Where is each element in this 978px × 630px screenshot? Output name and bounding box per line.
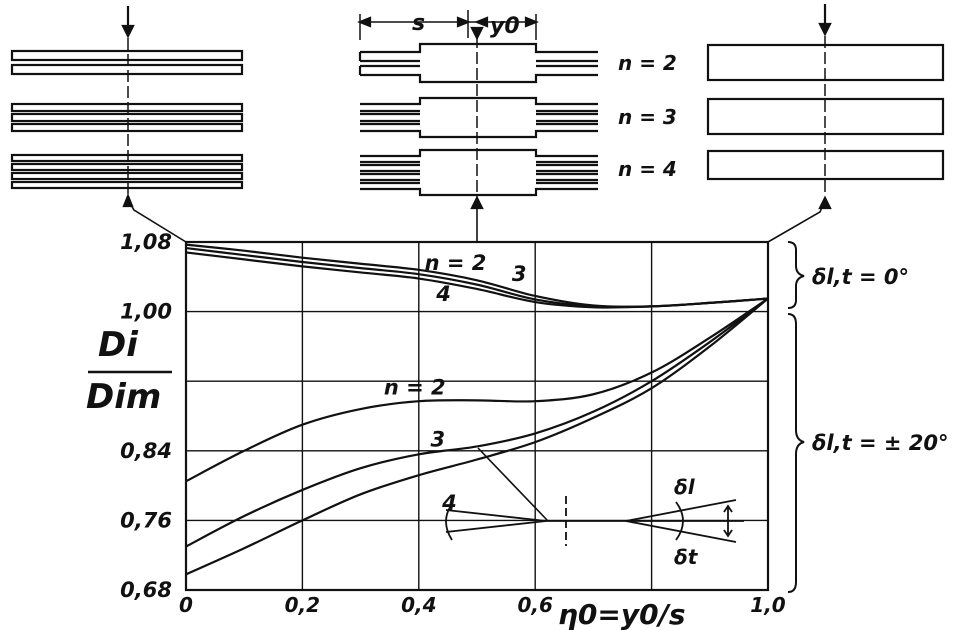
mid-stack-n3 bbox=[360, 96, 598, 139]
mid-stack-n2 bbox=[358, 42, 598, 84]
series-line-1-1 bbox=[185, 297, 769, 548]
curve-label: 4 bbox=[435, 282, 451, 306]
grid bbox=[185, 241, 769, 591]
plot-frame bbox=[184, 240, 770, 592]
x-tick-label: 0,6 bbox=[517, 593, 553, 617]
mid-up-arrow-icon bbox=[470, 195, 484, 210]
dim-arrow-left-icon bbox=[357, 16, 372, 28]
x-tick-label: 1,0 bbox=[750, 593, 786, 617]
group-label-0: δl,t = 0° bbox=[812, 265, 909, 289]
n-label-2: n = 2 bbox=[618, 51, 677, 75]
group-label-1: δl,t = ± 20° bbox=[812, 431, 949, 455]
y-tick-label: 1,08 bbox=[120, 230, 172, 254]
n-label-3: n = 3 bbox=[618, 105, 677, 129]
curve-label: 4 bbox=[441, 491, 457, 515]
x-tick-label: 0 bbox=[179, 593, 193, 617]
ylabel-numerator: Di bbox=[98, 325, 139, 365]
xlabel: η0=y0/s bbox=[558, 598, 686, 630]
chart-area: 0 0,2 0,4 0,6 1,0 1,08 1,00 0,84 0,76 0,68 n = 2 3… bbox=[120, 230, 786, 617]
series-line-0-2 bbox=[185, 251, 769, 309]
y-tick-label: 0,68 bbox=[120, 578, 172, 602]
curve-labels: n = 2 3 4 n = 2 3 4 bbox=[384, 251, 527, 515]
top-schematic bbox=[10, 4, 945, 243]
dim-label-y0: y0 bbox=[490, 14, 520, 39]
inset-diagram bbox=[445, 447, 744, 546]
curve-label: n = 2 bbox=[425, 251, 487, 275]
inset-left-arc bbox=[445, 503, 453, 541]
left-stack-n4 bbox=[10, 153, 244, 190]
dim-arrow-right-icon bbox=[524, 16, 539, 28]
mid-down-arrow-icon bbox=[470, 26, 484, 41]
left-down-arrow-icon bbox=[121, 24, 135, 39]
curve-label: 3 bbox=[512, 262, 527, 286]
inset-pointer-line bbox=[477, 447, 549, 522]
inset-angle-arrow-icon bbox=[723, 504, 733, 538]
series-line-1-2 bbox=[185, 297, 769, 576]
dim-arrow-mid-icon bbox=[456, 16, 471, 28]
inset-label-delta-l: δl bbox=[674, 475, 696, 499]
curve-label: n = 2 bbox=[384, 375, 446, 399]
dim-label-s: s bbox=[412, 11, 425, 36]
right-connector bbox=[767, 199, 826, 243]
mid-stack-n4 bbox=[360, 148, 598, 197]
dim-arrow-mid2-icon bbox=[474, 16, 489, 28]
curve-label: 3 bbox=[430, 427, 445, 451]
y-tick-label: 1,00 bbox=[120, 300, 172, 324]
brace-top bbox=[787, 241, 805, 309]
brace-bottom bbox=[787, 313, 805, 593]
left-stack-n2 bbox=[10, 49, 244, 76]
inset-label-delta-t: δt bbox=[674, 545, 699, 569]
tick-labels: 0 0,2 0,4 0,6 1,0 1,08 1,00 0,84 0,76 0,68 bbox=[120, 230, 786, 617]
y-tick-label: 0,76 bbox=[120, 508, 172, 532]
series-line-1-0 bbox=[185, 297, 769, 483]
y-tick-label: 0,84 bbox=[120, 439, 172, 463]
right-down-arrow-icon bbox=[818, 22, 832, 37]
n-label-4: n = 4 bbox=[618, 157, 677, 181]
series-layer bbox=[185, 243, 769, 576]
left-stack-n3 bbox=[10, 102, 244, 133]
x-tick-label: 0,4 bbox=[401, 593, 436, 617]
ylabel-denominator: Dim bbox=[86, 377, 161, 417]
right-up-arrow-icon bbox=[818, 195, 832, 210]
left-up-arrow-icon bbox=[122, 193, 134, 208]
x-tick-label: 0,2 bbox=[285, 593, 320, 617]
